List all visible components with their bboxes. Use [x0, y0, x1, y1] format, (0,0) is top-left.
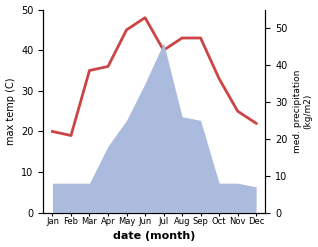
X-axis label: date (month): date (month) [113, 231, 196, 242]
Y-axis label: med. precipitation
(kg/m2): med. precipitation (kg/m2) [293, 69, 313, 153]
Y-axis label: max temp (C): max temp (C) [5, 77, 16, 145]
